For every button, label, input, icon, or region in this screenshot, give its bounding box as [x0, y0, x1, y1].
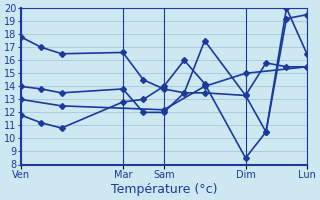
X-axis label: Température (°c): Température (°c)	[110, 183, 217, 196]
